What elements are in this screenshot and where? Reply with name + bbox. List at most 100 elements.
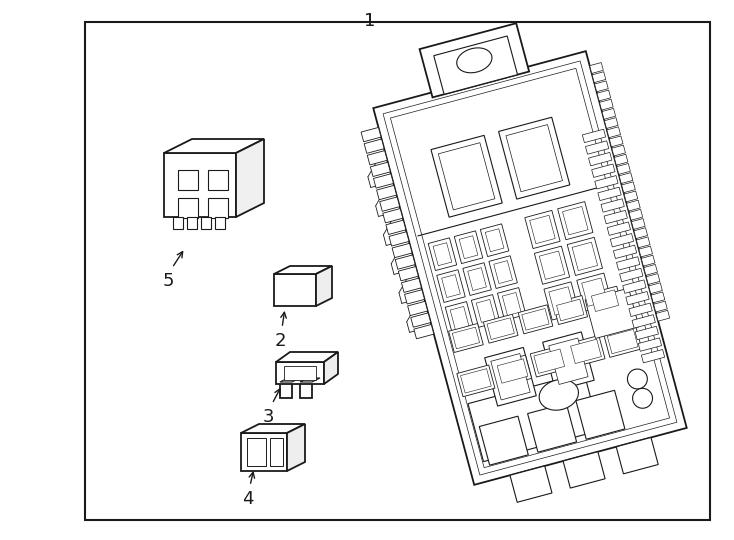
Polygon shape <box>300 382 312 398</box>
Polygon shape <box>581 278 607 306</box>
Polygon shape <box>434 36 517 94</box>
Polygon shape <box>644 265 658 275</box>
Polygon shape <box>414 325 434 339</box>
Polygon shape <box>491 354 530 400</box>
Polygon shape <box>651 292 665 303</box>
Polygon shape <box>563 451 605 488</box>
Polygon shape <box>636 237 650 248</box>
Polygon shape <box>498 288 526 320</box>
Text: 2: 2 <box>275 332 286 350</box>
Polygon shape <box>629 303 653 316</box>
Polygon shape <box>589 152 612 166</box>
Polygon shape <box>614 245 636 259</box>
Polygon shape <box>448 323 483 353</box>
Polygon shape <box>624 191 638 202</box>
Polygon shape <box>592 164 615 178</box>
Polygon shape <box>542 332 595 390</box>
Polygon shape <box>498 117 570 199</box>
Polygon shape <box>377 185 396 200</box>
Polygon shape <box>367 151 388 165</box>
Polygon shape <box>276 352 338 362</box>
Polygon shape <box>530 345 568 377</box>
Polygon shape <box>274 266 332 274</box>
Polygon shape <box>604 211 628 224</box>
Text: 3: 3 <box>262 408 274 426</box>
Polygon shape <box>649 283 662 294</box>
Polygon shape <box>626 292 649 305</box>
Polygon shape <box>607 329 638 354</box>
Polygon shape <box>383 208 403 223</box>
Polygon shape <box>316 266 332 306</box>
Polygon shape <box>632 315 655 328</box>
Polygon shape <box>510 466 552 502</box>
Text: 1: 1 <box>364 12 376 30</box>
Polygon shape <box>553 295 588 325</box>
Polygon shape <box>592 290 619 312</box>
Polygon shape <box>459 236 478 259</box>
Polygon shape <box>460 369 491 393</box>
Polygon shape <box>530 215 555 244</box>
Polygon shape <box>589 63 603 73</box>
Polygon shape <box>215 217 225 229</box>
Polygon shape <box>619 173 633 184</box>
Polygon shape <box>629 210 643 220</box>
Polygon shape <box>534 349 564 373</box>
Polygon shape <box>236 139 264 217</box>
Polygon shape <box>364 139 384 153</box>
Polygon shape <box>287 424 305 471</box>
Polygon shape <box>539 380 578 410</box>
Polygon shape <box>604 118 618 129</box>
Polygon shape <box>617 164 631 174</box>
Polygon shape <box>386 220 406 234</box>
Polygon shape <box>534 246 570 284</box>
Polygon shape <box>601 199 625 212</box>
Polygon shape <box>274 274 316 306</box>
Polygon shape <box>558 201 593 240</box>
Polygon shape <box>595 176 618 189</box>
Polygon shape <box>379 197 400 211</box>
Polygon shape <box>617 437 658 474</box>
Polygon shape <box>241 433 287 471</box>
Polygon shape <box>642 349 665 363</box>
Polygon shape <box>270 438 283 466</box>
Polygon shape <box>617 256 640 270</box>
Polygon shape <box>619 268 643 282</box>
Polygon shape <box>656 310 669 321</box>
Polygon shape <box>446 301 473 334</box>
Polygon shape <box>276 362 324 384</box>
Polygon shape <box>612 145 625 156</box>
Polygon shape <box>600 99 613 110</box>
Polygon shape <box>609 136 623 147</box>
Polygon shape <box>178 170 198 190</box>
Polygon shape <box>567 237 603 275</box>
Polygon shape <box>634 228 647 239</box>
Polygon shape <box>374 174 393 188</box>
Polygon shape <box>454 231 483 264</box>
Polygon shape <box>404 289 424 304</box>
Polygon shape <box>562 206 588 235</box>
Polygon shape <box>401 278 421 293</box>
Polygon shape <box>522 308 549 330</box>
Text: 4: 4 <box>242 490 254 508</box>
Polygon shape <box>628 369 647 389</box>
Polygon shape <box>389 232 409 246</box>
Bar <box>85 22 710 520</box>
Polygon shape <box>468 373 600 462</box>
Polygon shape <box>585 288 639 339</box>
Polygon shape <box>407 301 428 315</box>
Polygon shape <box>525 211 560 248</box>
Polygon shape <box>178 198 198 218</box>
Polygon shape <box>324 352 338 384</box>
Polygon shape <box>395 255 415 269</box>
Polygon shape <box>371 162 390 177</box>
Polygon shape <box>572 242 597 271</box>
Polygon shape <box>567 335 605 367</box>
Polygon shape <box>484 347 537 406</box>
Polygon shape <box>614 154 628 165</box>
Polygon shape <box>437 269 465 302</box>
Polygon shape <box>361 127 381 142</box>
Text: 5: 5 <box>162 272 174 290</box>
Polygon shape <box>639 338 661 352</box>
Polygon shape <box>602 109 616 119</box>
Polygon shape <box>457 48 492 73</box>
